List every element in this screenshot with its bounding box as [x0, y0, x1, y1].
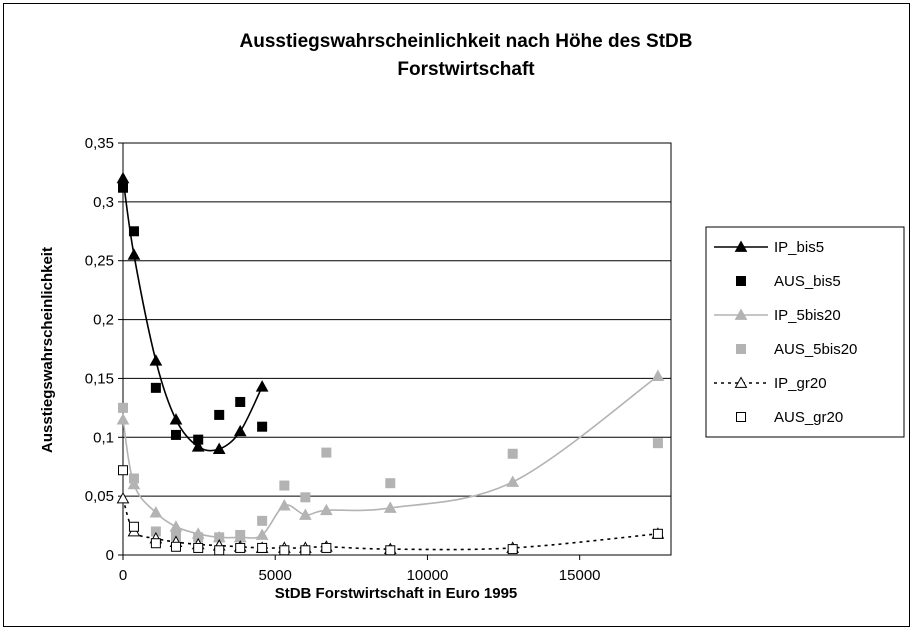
marker: [116, 413, 130, 425]
x-axis-label: StDB Forstwirtschaft in Euro 1995: [275, 585, 518, 602]
chart-title: Forstwirtschaft: [397, 59, 535, 80]
y-tick-label: 0,15: [85, 370, 114, 387]
y-tick-label: 0,2: [93, 312, 114, 329]
marker: [127, 477, 141, 490]
legend-label: AUS_5bis20: [774, 341, 857, 358]
marker: [507, 448, 518, 459]
legend-marker: [736, 276, 746, 286]
marker: [214, 409, 225, 420]
legend-label: AUS_bis5: [774, 273, 841, 290]
marker: [300, 545, 311, 556]
marker: [235, 396, 246, 407]
marker: [321, 542, 332, 553]
marker: [385, 545, 396, 556]
marker: [383, 501, 397, 513]
marker: [651, 369, 665, 381]
legend-marker: [736, 344, 746, 354]
marker: [652, 438, 663, 449]
marker: [169, 520, 183, 532]
marker: [116, 171, 130, 184]
marker: [118, 465, 128, 476]
marker: [235, 529, 246, 540]
marker: [255, 528, 269, 540]
marker: [214, 545, 225, 556]
marker: [149, 506, 163, 518]
marker: [507, 544, 518, 555]
marker: [149, 354, 163, 366]
marker: [257, 542, 268, 553]
marker: [128, 521, 139, 532]
marker: [170, 429, 181, 440]
chart-title: Ausstiegswahrscheinlichkeit nach Höhe de…: [240, 31, 693, 52]
y-tick-label: 0,1: [93, 429, 114, 446]
legend-marker: [736, 412, 746, 422]
marker: [150, 382, 161, 393]
marker: [652, 528, 663, 539]
marker: [299, 508, 312, 520]
y-tick-label: 0,3: [93, 194, 114, 211]
marker: [506, 475, 520, 487]
marker: [150, 538, 161, 549]
x-tick-label: 0: [119, 567, 127, 584]
marker: [169, 413, 183, 425]
y-tick-label: 0,25: [85, 253, 114, 270]
legend-marker: [734, 376, 748, 388]
marker: [116, 491, 130, 504]
legend-label: IP_gr20: [774, 375, 827, 392]
marker: [212, 442, 226, 454]
legend-label: IP_5bis20: [774, 307, 841, 324]
marker: [193, 434, 204, 445]
series-line: [122, 498, 658, 551]
legend-label: IP_bis5: [774, 239, 824, 256]
marker: [233, 424, 247, 437]
marker: [118, 402, 128, 413]
marker: [128, 473, 139, 484]
marker: [128, 226, 139, 237]
marker: [255, 380, 269, 392]
y-axis-label: Ausstiegswahrscheinlichkeit: [39, 247, 56, 453]
plot-border: [122, 142, 672, 556]
marker: [235, 542, 246, 553]
marker: [170, 541, 181, 552]
legend-label: AUS_gr20: [774, 409, 843, 426]
y-tick-label: 0,35: [85, 135, 114, 152]
marker: [320, 503, 333, 516]
marker: [300, 492, 311, 503]
marker: [118, 182, 128, 193]
marker: [278, 499, 291, 511]
marker: [257, 515, 268, 526]
y-tick-label: 0,05: [85, 488, 114, 505]
marker: [257, 421, 268, 432]
marker: [193, 542, 204, 553]
plot-area: [123, 143, 671, 555]
marker: [385, 478, 396, 489]
x-tick-label: 10000: [407, 567, 449, 584]
x-tick-label: 5000: [259, 567, 292, 584]
marker: [127, 248, 141, 260]
legend-marker: [734, 308, 748, 320]
marker: [191, 440, 205, 452]
y-tick-label: 0: [106, 547, 114, 564]
x-tick-label: 15000: [559, 567, 601, 584]
legend-marker: [734, 240, 748, 252]
marker: [321, 447, 332, 458]
legend-box: [705, 226, 905, 438]
marker: [279, 545, 290, 556]
marker: [279, 480, 290, 491]
